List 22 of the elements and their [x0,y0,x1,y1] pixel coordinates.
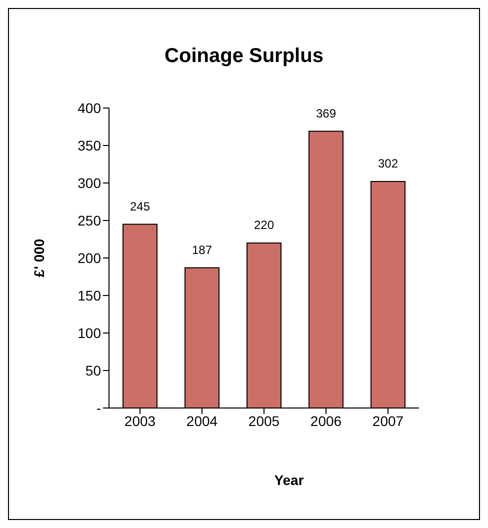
x-tick-label: 2004 [186,412,218,429]
chart-title: Coinage Surplus [164,45,324,68]
y-tick-label: 400 [78,100,102,116]
x-tick-label: 2003 [124,412,156,429]
data-label: 369 [316,106,336,120]
data-label: 220 [254,218,274,232]
x-tick-label: 2006 [310,412,342,429]
y-tick-label: 150 [78,287,102,304]
data-label: 245 [130,199,150,214]
y-axis-title: £' 000 [30,238,47,278]
data-label: 187 [192,242,212,257]
y-tick-label: 250 [78,212,102,228]
y-tick-label: 50 [85,362,102,378]
x-tick-label: 2005 [248,412,280,429]
x-tick-label: 2007 [372,412,404,429]
y-tick-label: 100 [78,324,102,341]
y-tick-label: - [96,400,102,416]
x-axis-title: Year [273,472,305,488]
y-tick-label: 300 [78,174,102,191]
y-tick-label: 350 [78,137,102,154]
y-tick-label: 200 [78,250,102,266]
data-label: 302 [378,156,398,170]
